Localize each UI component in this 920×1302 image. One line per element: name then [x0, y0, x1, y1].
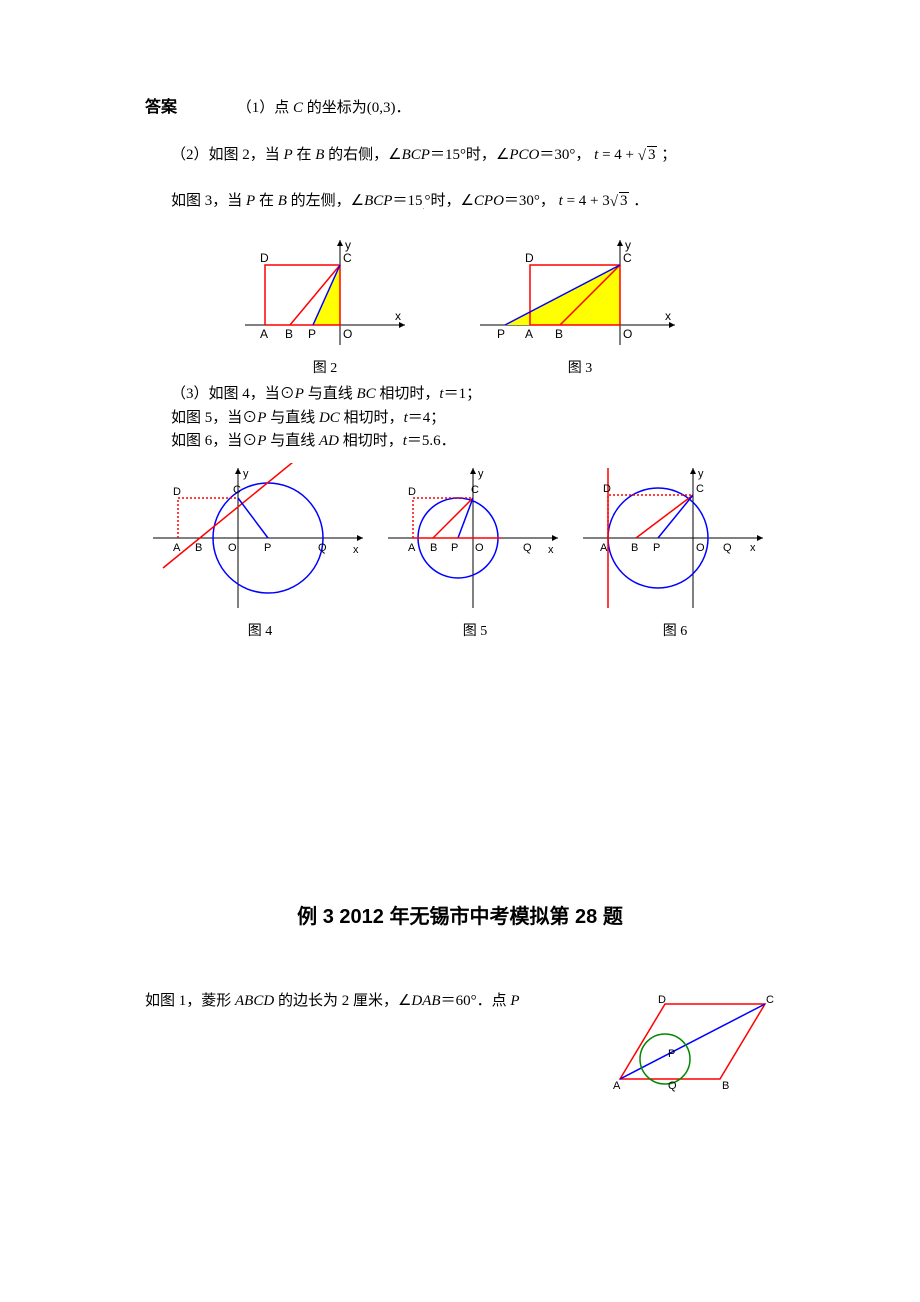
svg-text:y: y [698, 468, 704, 480]
sqrt-icon: 3 [638, 143, 658, 167]
svg-text:D: D [408, 486, 416, 498]
svg-text:Q: Q [668, 1080, 677, 1092]
svg-text:P: P [668, 1048, 675, 1060]
svg-text:B: B [722, 1080, 729, 1092]
svg-text:y: y [345, 238, 351, 252]
figure-4-caption: 图 4 [148, 620, 373, 640]
svg-text:B: B [195, 542, 202, 554]
figure-2: D C A B P O x y 图 2 [235, 235, 415, 377]
svg-text:C: C [343, 251, 352, 265]
svg-text:C: C [766, 994, 774, 1006]
svg-text:D: D [603, 483, 611, 495]
svg-text:P: P [497, 327, 505, 341]
part3-line3: 如图 6，当⊙P 与直线 AD 相切时，t＝5.6． [171, 430, 775, 453]
sqrt-icon: 3 [610, 189, 630, 213]
part1-text: （1）点 C 的坐标为(0,3)． [237, 96, 411, 120]
svg-text:A: A [408, 542, 416, 554]
example-3-title: 例 3 2012 年无锡市中考模拟第 28 题 [145, 900, 775, 929]
figure-6-caption: 图 6 [578, 620, 773, 640]
svg-text:Q: Q [723, 542, 732, 554]
figure-6: D C A B P O Q x y 图 6 [578, 463, 773, 640]
answer-label: 答案 [145, 95, 177, 121]
figure-4-svg: D C A B O P Q x y [148, 463, 373, 613]
svg-text:Q: Q [523, 542, 532, 554]
svg-text:C: C [233, 484, 241, 496]
svg-text:x: x [353, 544, 359, 556]
svg-text:C: C [696, 483, 704, 495]
figure-3-svg: D C P A B O x y [475, 235, 685, 350]
svg-text:A: A [600, 542, 608, 554]
svg-text:O: O [343, 327, 352, 341]
figure-row-2-3: D C A B P O x y 图 2 D C P [145, 235, 775, 377]
figure-ex3-svg: A B C D P Q [610, 989, 775, 1094]
svg-text:O: O [228, 542, 237, 554]
svg-text:O: O [475, 542, 484, 554]
figure-4: D C A B O P Q x y 图 4 [148, 463, 373, 640]
part3-block: （3）如图 4，当⊙P 与直线 BC 相切时，t＝1； 如图 5，当⊙P 与直线… [171, 383, 775, 453]
figure-3-caption: 图 3 [475, 357, 685, 377]
figure-5-caption: 图 5 [383, 620, 568, 640]
page: 答案 （1）点 C 的坐标为(0,3)． （2）如图 2，当 P 在 B 的右侧… [0, 0, 920, 1139]
figure-5-svg: D C A B P O Q x y [383, 463, 568, 613]
svg-text:B: B [285, 327, 293, 341]
svg-text:A: A [173, 542, 181, 554]
svg-text:B: B [631, 542, 638, 554]
figure-3: D C P A B O x y 图 3 [475, 235, 685, 377]
svg-text:y: y [625, 238, 631, 252]
svg-text:D: D [173, 486, 181, 498]
svg-text:D: D [260, 251, 269, 265]
part3-line1: （3）如图 4，当⊙P 与直线 BC 相切时，t＝1； [171, 383, 775, 406]
svg-text:A: A [613, 1080, 621, 1092]
part3-line2: 如图 5，当⊙P 与直线 DC 相切时，t＝4； [171, 407, 775, 430]
svg-text:C: C [623, 251, 632, 265]
svg-text:O: O [696, 542, 705, 554]
answer-line-1: 答案 （1）点 C 的坐标为(0,3)． [145, 95, 775, 121]
svg-text:P: P [451, 542, 458, 554]
svg-text:y: y [478, 468, 484, 480]
svg-text:y: y [243, 468, 249, 480]
svg-text:Q: Q [318, 542, 327, 554]
svg-text:A: A [260, 327, 268, 341]
svg-text:P: P [308, 327, 316, 341]
svg-text:B: B [555, 327, 563, 341]
svg-text:A: A [525, 327, 533, 341]
svg-text:P: P [264, 542, 271, 554]
svg-text:x: x [548, 544, 554, 556]
figure-5: D C A B P O Q x y 图 5 [383, 463, 568, 640]
svg-text:x: x [665, 309, 671, 323]
figure-6-svg: D C A B P O Q x y [578, 463, 773, 613]
svg-text:D: D [658, 994, 666, 1006]
svg-text:C: C [471, 484, 479, 496]
svg-text:P: P [653, 542, 660, 554]
part2b-line: 如图 3，当 P 在 B 的左侧，∠BCP＝15.°时，∠CPO＝30°， t … [171, 189, 775, 214]
figure-2-svg: D C A B P O x y [235, 235, 415, 350]
svg-text:D: D [525, 251, 534, 265]
svg-text:O: O [623, 327, 632, 341]
part2a-line: （2）如图 2，当 P 在 B 的右侧，∠BCP＝15°时，∠PCO＝30°， … [171, 143, 775, 167]
figure-ex3: A B C D P Q [610, 989, 775, 1099]
example-3-text: 如图 1，菱形 ABCD 的边长为 2 厘米，∠DAB＝60°．点 P [145, 989, 580, 1015]
example-3-row: 如图 1，菱形 ABCD 的边长为 2 厘米，∠DAB＝60°．点 P A B … [145, 989, 775, 1099]
figure-row-4-5-6: D C A B O P Q x y 图 4 D [145, 463, 775, 640]
figure-2-caption: 图 2 [235, 357, 415, 377]
svg-text:x: x [395, 309, 401, 323]
svg-text:B: B [430, 542, 437, 554]
svg-text:x: x [750, 542, 756, 554]
